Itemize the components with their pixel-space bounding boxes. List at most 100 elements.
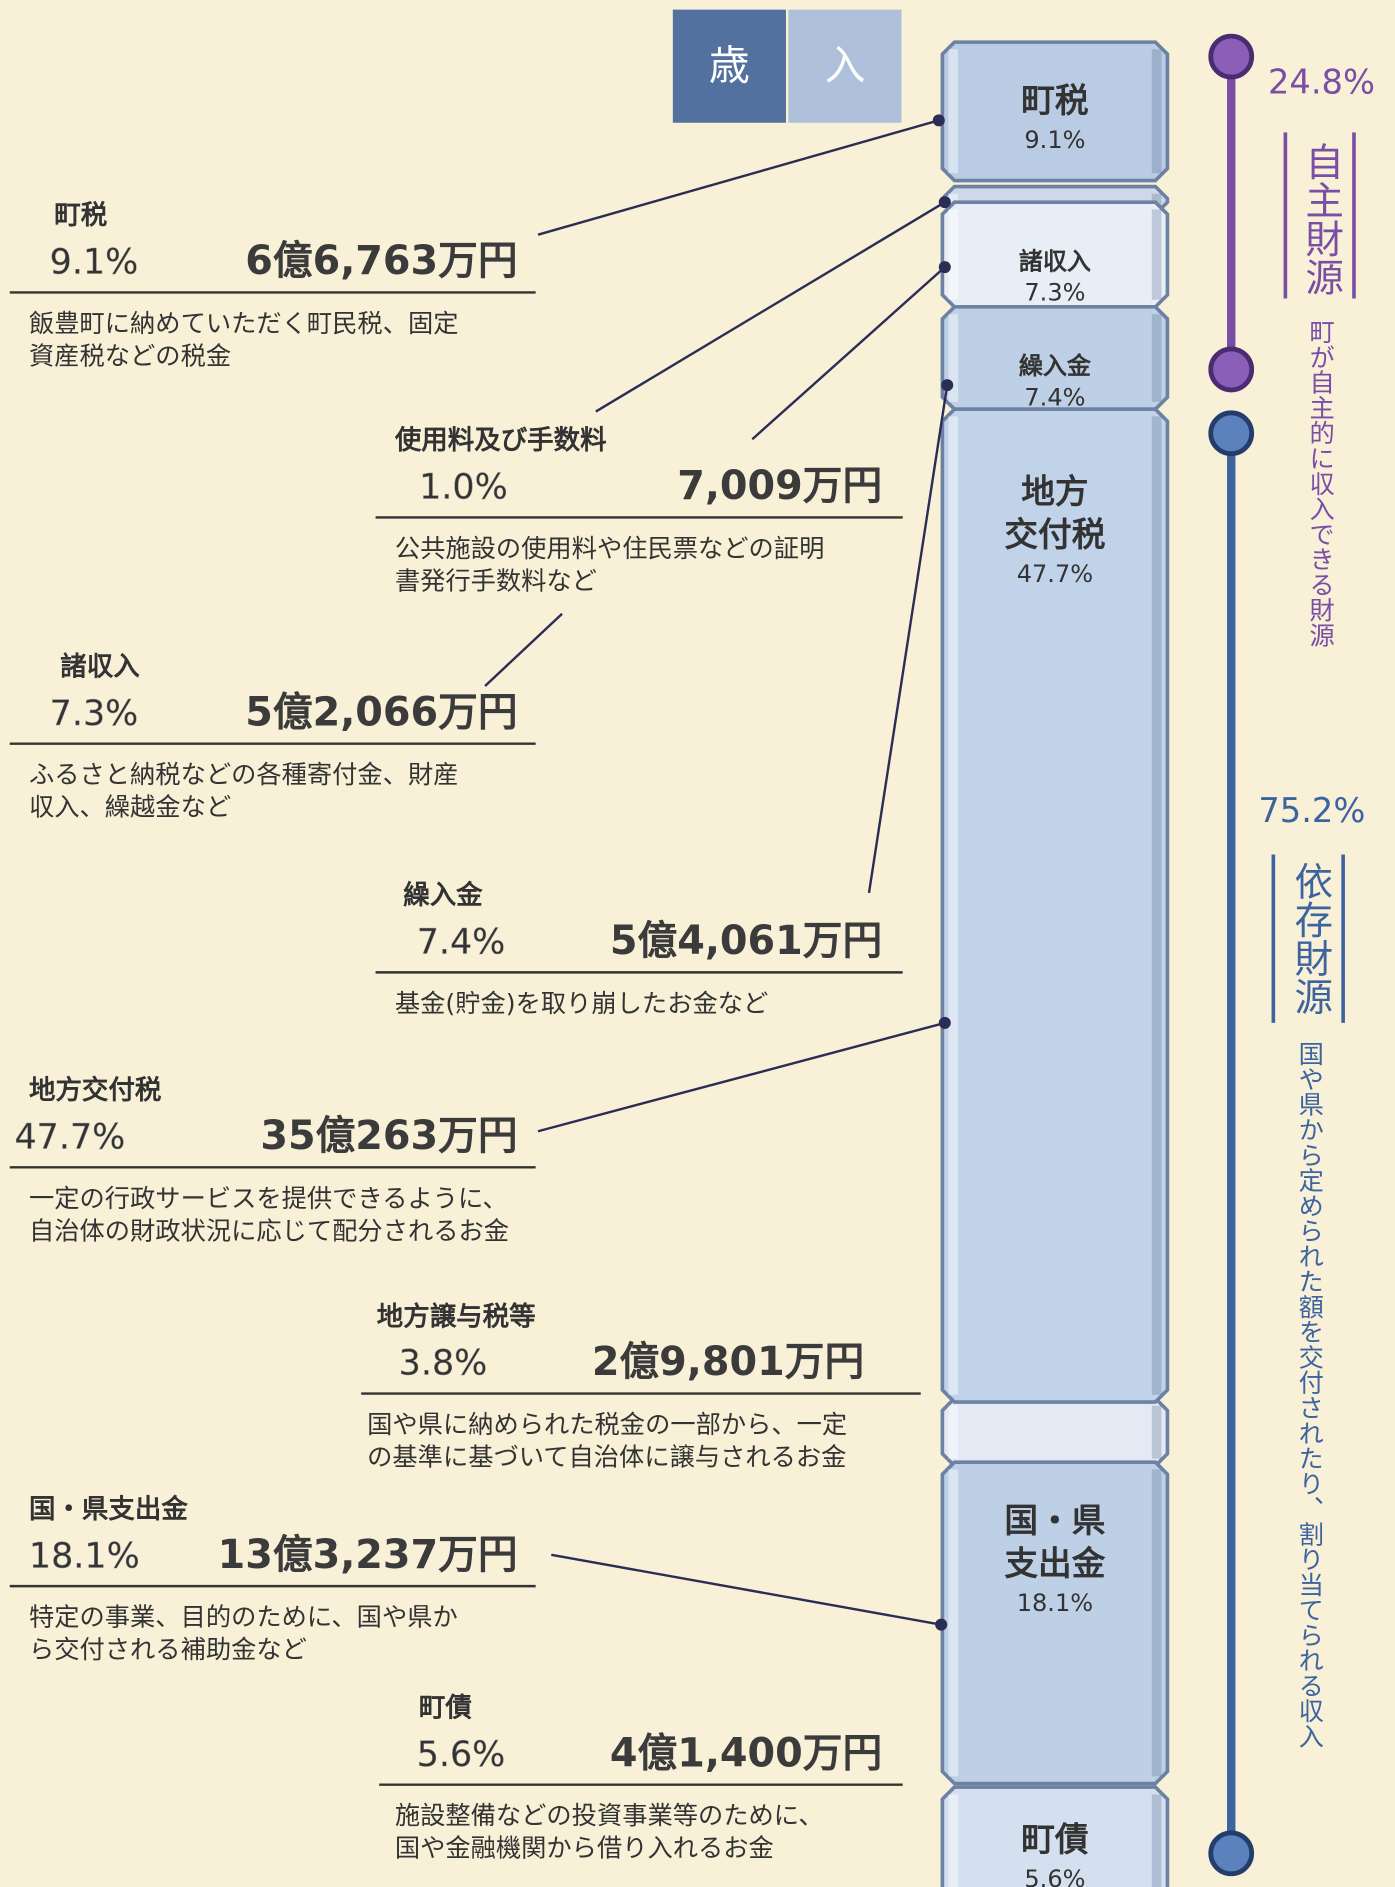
item-percent: 5.6% bbox=[417, 1735, 506, 1775]
segment-label: 交付税 bbox=[1004, 515, 1105, 554]
bar-segment bbox=[940, 1785, 1170, 1887]
bar-edge bbox=[948, 1469, 959, 1777]
item-description: 資産税などの税金 bbox=[29, 341, 231, 370]
item-percent: 9.1% bbox=[50, 243, 139, 283]
segment-percent: 18.1% bbox=[1017, 1589, 1093, 1617]
segment-percent: 5.6% bbox=[1024, 1865, 1085, 1887]
connector-dot bbox=[935, 1618, 948, 1631]
segment-label: 町債 bbox=[1021, 1820, 1089, 1859]
item-amount: 2億9,801万円 bbox=[592, 1339, 864, 1385]
connector bbox=[551, 1553, 942, 1626]
item-description: 特定の事業、目的のために、国や県か bbox=[29, 1603, 458, 1632]
item-amount: 5億2,066万円 bbox=[245, 689, 517, 735]
item-label: 町税 bbox=[54, 200, 107, 231]
own-dot bbox=[1208, 346, 1255, 393]
item-amount: 13億3,237万円 bbox=[218, 1532, 518, 1578]
connector-dot bbox=[938, 1016, 951, 1029]
bar-edge bbox=[948, 209, 959, 300]
item-description: 国や県に納められた税金の一部から、一定 bbox=[367, 1410, 847, 1439]
item-description: ら交付される補助金など bbox=[29, 1635, 307, 1664]
tab-box bbox=[788, 9, 902, 123]
segment-percent: 47.7% bbox=[1017, 560, 1093, 588]
item-description: の基準に基づいて自治体に譲与されるお金 bbox=[367, 1443, 846, 1472]
bar-edge bbox=[948, 193, 959, 207]
bar-segment bbox=[940, 407, 1170, 1404]
bar-edge bbox=[1151, 1405, 1162, 1459]
item-description: 施設整備などの投資事業等のために、 bbox=[395, 1801, 824, 1830]
segment-label: 地方 bbox=[1021, 472, 1088, 511]
item-percent: 47.7% bbox=[15, 1117, 126, 1157]
bar-segment bbox=[940, 1396, 1170, 1468]
bar-edge bbox=[1151, 416, 1162, 1395]
own-title: 自主財源 bbox=[1299, 142, 1344, 296]
item-description: ふるさと納税などの各種寄付金、財産 bbox=[29, 760, 459, 789]
item-description: 基金(貯金)を取り崩したお金など bbox=[395, 989, 768, 1018]
segment-label: 諸収入 bbox=[1019, 247, 1091, 275]
dep-description: 国や県から定められた額を交付されたり、割り当てられる収入 bbox=[1295, 1041, 1324, 1749]
tab-label: 歳 bbox=[709, 42, 750, 90]
item-amount: 5億4,061万円 bbox=[610, 918, 882, 964]
layer: 町税 9.1% 諸収入 7.3% 繰入金 7.4% 地方交付税 47.7% 国・県支出金 18.1… bbox=[9, 33, 1375, 1887]
bar-edge bbox=[1151, 209, 1162, 300]
item-percent: 7.4% bbox=[417, 922, 506, 962]
item-description: 収入、繰越金など bbox=[29, 793, 231, 822]
connector bbox=[751, 266, 946, 441]
item-label: 諸収入 bbox=[60, 651, 140, 682]
segment-label: 国・県 bbox=[1004, 1501, 1105, 1540]
connector bbox=[537, 1021, 946, 1133]
bar-edge bbox=[1151, 193, 1162, 207]
connector-dot bbox=[938, 261, 951, 274]
bar-edge bbox=[948, 1405, 959, 1459]
item-description: 公共施設の使用料や住民票などの証明 bbox=[395, 534, 825, 563]
segment-label: 繰入金 bbox=[1019, 352, 1092, 380]
tab-box bbox=[672, 9, 786, 123]
segment-percent: 7.3% bbox=[1024, 279, 1085, 307]
tab-label: 入 bbox=[824, 42, 865, 90]
own-dot bbox=[1208, 33, 1255, 80]
segment-percent: 9.1% bbox=[1024, 126, 1085, 154]
connector bbox=[595, 201, 946, 413]
item-percent: 3.8% bbox=[399, 1344, 488, 1384]
item-amount: 35億263万円 bbox=[260, 1113, 517, 1159]
bar-edge bbox=[948, 1794, 959, 1887]
connector-dot bbox=[938, 196, 951, 209]
item-label: 町債 bbox=[419, 1692, 472, 1723]
segment-label: 町税 bbox=[1021, 81, 1089, 120]
dep-title: 依存財源 bbox=[1288, 862, 1333, 1016]
item-label: 地方交付税 bbox=[29, 1075, 162, 1106]
bar-edge bbox=[1151, 314, 1162, 402]
item-label: 地方譲与税等 bbox=[377, 1301, 536, 1332]
item-description: 一定の行政サービスを提供できるように、 bbox=[29, 1184, 508, 1213]
item-amount: 7,009万円 bbox=[677, 463, 882, 509]
dep-percent: 75.2% bbox=[1258, 791, 1365, 830]
bar-segment bbox=[940, 1460, 1170, 1786]
bar-edge bbox=[1151, 1794, 1162, 1887]
item-amount: 4億1,400万円 bbox=[610, 1730, 882, 1776]
segment-percent: 7.4% bbox=[1024, 383, 1085, 411]
item-description: 国や金融機関から借り入れるお金 bbox=[395, 1834, 774, 1863]
item-description: 飯豊町に納めていただく町民税、固定 bbox=[29, 309, 459, 338]
dep-dot bbox=[1208, 1830, 1255, 1877]
item-percent: 1.0% bbox=[419, 468, 508, 508]
connector bbox=[537, 119, 940, 236]
item-description: 自治体の財政状況に応じて配分されるお金 bbox=[29, 1216, 509, 1245]
segment-label: 支出金 bbox=[1004, 1544, 1105, 1583]
connector bbox=[484, 612, 563, 687]
bar-edge bbox=[1151, 49, 1162, 174]
dep-dot bbox=[1208, 410, 1255, 457]
item-label: 繰入金 bbox=[403, 880, 483, 911]
bar-edge bbox=[948, 314, 959, 402]
bar-edge bbox=[948, 416, 959, 1395]
item-label: 国・県支出金 bbox=[29, 1494, 188, 1525]
item-label: 使用料及び手数料 bbox=[394, 425, 607, 456]
bar-edge bbox=[1151, 1469, 1162, 1777]
own-description: 町が自主的に収入できる財源 bbox=[1306, 319, 1335, 648]
item-percent: 18.1% bbox=[29, 1536, 140, 1576]
connector bbox=[867, 384, 949, 894]
item-amount: 6億6,763万円 bbox=[245, 238, 517, 284]
bar-edge bbox=[948, 49, 959, 174]
connector-dot bbox=[941, 379, 954, 392]
connector-dot bbox=[932, 114, 945, 127]
